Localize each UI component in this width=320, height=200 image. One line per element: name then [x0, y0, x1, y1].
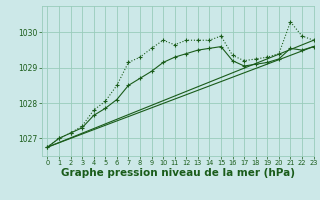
X-axis label: Graphe pression niveau de la mer (hPa): Graphe pression niveau de la mer (hPa) [60, 168, 295, 178]
